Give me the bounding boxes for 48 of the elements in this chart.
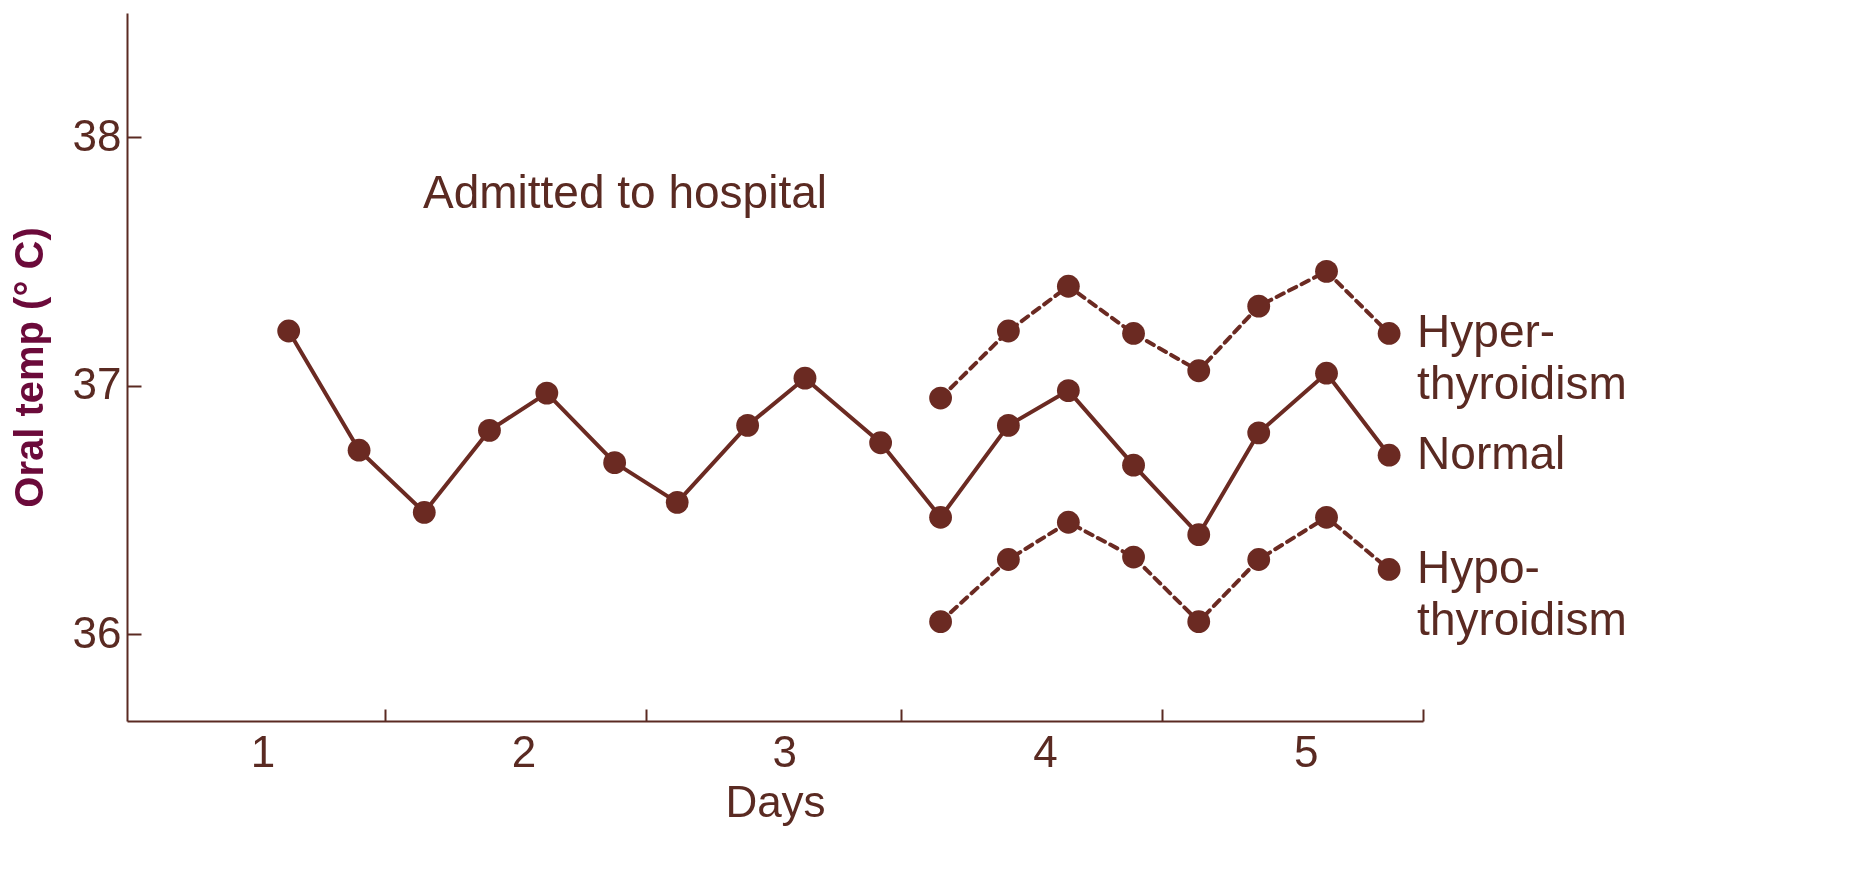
point xyxy=(1315,505,1338,529)
point xyxy=(929,610,952,634)
y-tick-label: 37 xyxy=(72,359,122,409)
point xyxy=(412,500,436,524)
point xyxy=(1122,322,1145,345)
y-tick-label: 38 xyxy=(72,110,122,160)
point xyxy=(603,451,627,475)
x-tick-label: 3 xyxy=(772,726,797,776)
point xyxy=(1187,610,1211,634)
point xyxy=(929,505,952,529)
point xyxy=(277,319,301,343)
point xyxy=(1315,361,1338,385)
point xyxy=(1122,453,1145,477)
x-tick-label: 4 xyxy=(1033,726,1058,776)
point xyxy=(1056,510,1080,534)
point xyxy=(1247,294,1271,318)
x-tick-label: 5 xyxy=(1293,726,1319,776)
point xyxy=(1122,545,1145,569)
series-label: Hyper- thyroidism xyxy=(1417,305,1627,410)
point xyxy=(1377,558,1401,581)
point xyxy=(478,418,501,442)
x-tick-label: 2 xyxy=(511,726,537,776)
series-label: Normal xyxy=(1417,427,1566,480)
point xyxy=(1247,421,1271,445)
point xyxy=(1187,523,1211,547)
point xyxy=(996,414,1020,437)
point xyxy=(929,386,952,410)
point xyxy=(736,414,760,437)
point xyxy=(1056,379,1080,402)
point xyxy=(1377,443,1401,467)
series-label: Hypo- thyroidism xyxy=(1417,541,1627,646)
point xyxy=(996,548,1020,571)
point xyxy=(535,381,559,405)
point xyxy=(869,431,893,455)
point xyxy=(996,319,1020,343)
point xyxy=(347,438,371,462)
point xyxy=(1315,259,1338,283)
point xyxy=(1187,359,1211,383)
y-axis-title: Oral temp (° C) xyxy=(6,227,51,508)
point xyxy=(793,366,817,390)
point xyxy=(1247,548,1271,571)
x-tick-label: 1 xyxy=(250,726,276,776)
annotation: Admitted to hospital xyxy=(422,166,828,218)
point xyxy=(1377,322,1401,345)
y-tick-label: 36 xyxy=(72,607,122,657)
x-axis-title: Days xyxy=(725,776,826,826)
point xyxy=(665,491,689,514)
point xyxy=(1056,274,1080,298)
